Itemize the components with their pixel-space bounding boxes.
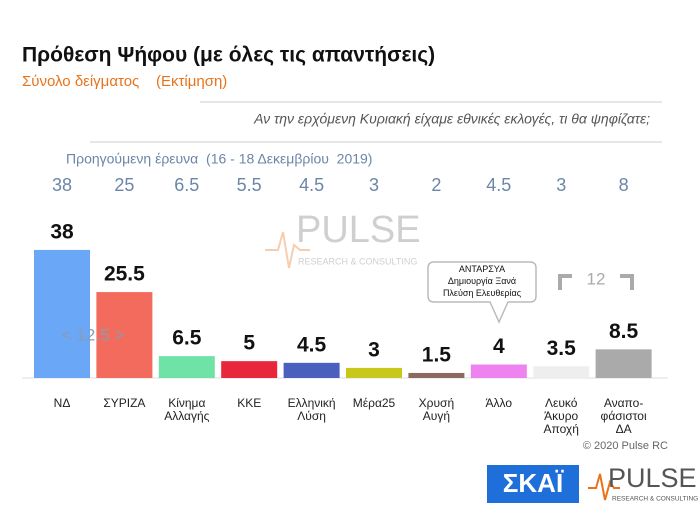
x-tick-label: Ελληνική Λύση	[288, 396, 336, 423]
value-label: 5	[243, 332, 255, 355]
previous-value: 3	[556, 175, 566, 195]
callout-box	[427, 261, 537, 324]
bar	[221, 361, 278, 378]
callout-text: ΑΝΤΑΡΣΥΑ Δημιουργία Ξανά Πλεύση Ελευθερίας	[443, 264, 522, 298]
bar	[346, 367, 402, 378]
watermark-name: PULSE	[296, 209, 421, 251]
pulse-logo-tagline: RESEARCH & CONSULTING	[612, 496, 698, 503]
copyright: © 2020 Pulse RC	[583, 440, 668, 452]
bar	[283, 362, 340, 378]
previous-label: Προηγούμενη έρευνα (16 - 18 Δεκεμβρίου 2…	[66, 151, 372, 167]
value-label: 38	[50, 220, 74, 243]
watermark-pulse-line	[265, 231, 310, 269]
bar	[96, 292, 153, 378]
gap-annotation: < 12.5 >	[62, 325, 124, 344]
value-label: 25.5	[104, 263, 145, 286]
x-tick-label: Αναπο-φάσιστοι ΔΑ	[601, 396, 647, 436]
x-tick-label: Άλλο	[486, 396, 513, 410]
value-label: 4.5	[297, 333, 327, 356]
pulse-logo-line	[588, 473, 620, 501]
x-tick-label: ΚΚΕ	[237, 396, 261, 410]
x-tick-label: Μέρα25	[353, 396, 396, 410]
bar	[408, 372, 465, 378]
previous-value: 2	[431, 175, 441, 195]
previous-value: 25	[114, 175, 134, 195]
bracket	[558, 274, 634, 290]
pulse-logo-text: PULSE	[608, 463, 697, 493]
bracket-label: 12	[587, 269, 606, 288]
previous-value: 4.5	[486, 175, 511, 195]
previous-value: 3	[369, 175, 379, 195]
x-tick-label: Κίνημα Αλλαγής	[164, 396, 209, 423]
watermark-tagline: RESEARCH & CONSULTING	[298, 256, 417, 266]
value-label: 4	[493, 335, 505, 358]
value-label: 3.5	[547, 337, 577, 360]
callout: ΑΝΤΑΡΣΥΑ Δημιουργία Ξανά Πλεύση Ελευθερίας	[427, 261, 537, 324]
x-tick-label: Χρυσή Αυγή	[419, 396, 454, 423]
question: Αν την ερχόμενη Κυριακή είχαμε εθνικές ε…	[253, 111, 650, 127]
value-label: 3	[368, 338, 380, 361]
bar	[533, 366, 590, 378]
previous-value: 4.5	[299, 175, 324, 195]
bar	[34, 249, 90, 378]
previous-value: 8	[619, 175, 629, 195]
chart-title: Πρόθεση Ψήφου (με όλες τις απαντήσεις)	[22, 44, 435, 67]
bar	[158, 356, 215, 378]
skai-logo-text: ΣΚΑΪ	[503, 468, 564, 498]
value-label: 6.5	[172, 327, 202, 350]
x-tick-label: ΝΔ	[54, 396, 71, 410]
value-label: 8.5	[609, 320, 639, 343]
value-label: 1.5	[422, 343, 452, 366]
x-tick-label: Λευκό Άκυρο Αποχή	[543, 396, 578, 436]
previous-value: 38	[52, 175, 72, 195]
skai-logo	[487, 465, 579, 503]
x-tick-label: ΣΥΡΙΖΑ	[103, 396, 145, 410]
bar	[470, 364, 527, 378]
previous-value: 5.5	[237, 175, 262, 195]
previous-value: 6.5	[174, 175, 199, 195]
watermark: PULSE RESEARCH & CONSULTING	[265, 209, 421, 269]
chart-subtitle: Σύνολο δείγματος (Εκτίμηση)	[22, 73, 227, 90]
bar	[595, 349, 652, 378]
